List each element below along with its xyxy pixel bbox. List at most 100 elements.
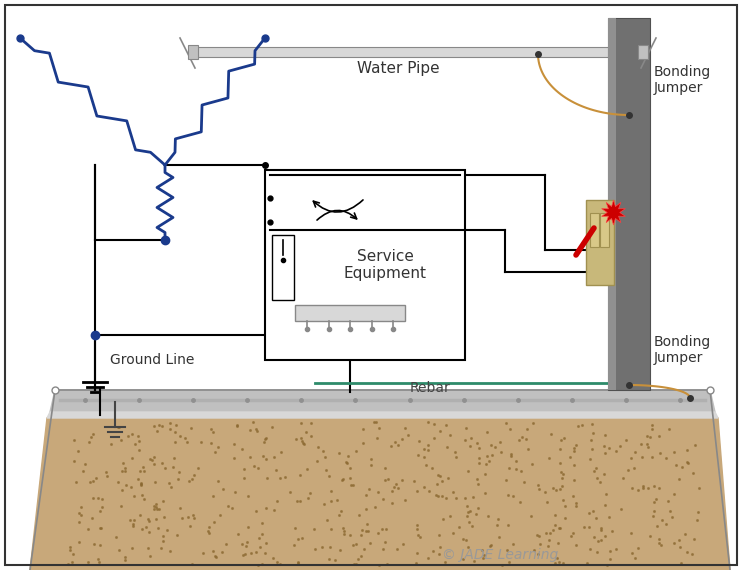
Point — [365, 461, 377, 470]
Point — [188, 514, 200, 523]
Point — [493, 514, 505, 523]
Point — [353, 511, 365, 520]
Point — [666, 512, 677, 522]
Point — [468, 556, 480, 565]
Point — [116, 466, 128, 475]
Point — [111, 477, 123, 486]
Point — [371, 433, 383, 442]
Point — [212, 477, 224, 486]
Polygon shape — [50, 390, 715, 412]
Point — [646, 452, 658, 461]
Point — [668, 489, 680, 498]
Point — [64, 542, 76, 551]
Point — [410, 520, 422, 529]
Point — [338, 526, 349, 535]
Point — [137, 463, 149, 472]
Point — [350, 539, 362, 548]
Point — [412, 450, 424, 459]
Point — [192, 463, 204, 472]
Point — [153, 504, 165, 514]
Point — [75, 503, 87, 512]
Point — [73, 447, 85, 456]
Point — [473, 459, 485, 468]
Point — [115, 502, 127, 511]
Point — [434, 426, 446, 435]
Point — [137, 525, 148, 534]
Point — [626, 549, 638, 558]
Point — [399, 424, 411, 433]
Point — [493, 532, 505, 541]
Point — [411, 549, 423, 558]
Point — [292, 558, 304, 567]
Point — [321, 465, 332, 474]
Point — [251, 547, 263, 556]
Point — [549, 511, 561, 520]
Point — [471, 438, 483, 447]
Point — [70, 478, 82, 487]
Point — [257, 451, 269, 460]
Point — [462, 466, 474, 475]
Point — [300, 428, 312, 437]
Point — [325, 524, 337, 533]
Point — [289, 524, 301, 533]
Point — [88, 539, 99, 548]
Point — [157, 536, 168, 545]
Point — [570, 441, 582, 450]
Point — [94, 524, 106, 533]
Point — [629, 447, 641, 456]
Point — [174, 503, 186, 512]
Point — [439, 557, 451, 566]
Point — [484, 457, 496, 466]
Point — [567, 491, 579, 500]
Point — [643, 483, 654, 492]
Point — [654, 484, 666, 493]
Point — [222, 502, 234, 511]
Point — [323, 555, 335, 564]
Point — [77, 466, 89, 475]
Point — [236, 540, 248, 549]
Point — [599, 449, 611, 458]
Point — [172, 474, 184, 483]
Point — [686, 549, 697, 558]
Point — [532, 549, 544, 559]
Point — [377, 495, 389, 504]
Point — [364, 539, 376, 548]
Point — [345, 481, 357, 490]
Point — [413, 437, 424, 446]
Bar — [638, 45, 648, 59]
Point — [324, 543, 335, 552]
Point — [309, 524, 321, 534]
Point — [315, 543, 327, 552]
Point — [418, 453, 430, 462]
Point — [570, 499, 582, 508]
Point — [503, 463, 515, 473]
Point — [588, 466, 600, 475]
Bar — [608, 18, 616, 390]
Point — [692, 515, 703, 524]
Point — [481, 427, 493, 436]
Point — [471, 475, 483, 484]
Point — [598, 441, 610, 450]
Point — [525, 511, 537, 520]
Point — [149, 477, 161, 486]
Bar — [600, 213, 608, 247]
Point — [372, 487, 384, 496]
Point — [68, 456, 80, 465]
Point — [260, 504, 272, 513]
Point — [430, 491, 441, 500]
Point — [83, 437, 95, 446]
Point — [93, 557, 105, 567]
Point — [507, 491, 519, 500]
Point — [473, 454, 485, 463]
Point — [303, 494, 315, 503]
Point — [274, 474, 286, 483]
Point — [533, 532, 545, 541]
Point — [260, 538, 272, 547]
Point — [556, 470, 568, 479]
Point — [472, 503, 484, 512]
Point — [674, 543, 686, 552]
Point — [444, 431, 456, 440]
Point — [440, 420, 452, 429]
Point — [295, 471, 306, 480]
Point — [601, 560, 613, 569]
